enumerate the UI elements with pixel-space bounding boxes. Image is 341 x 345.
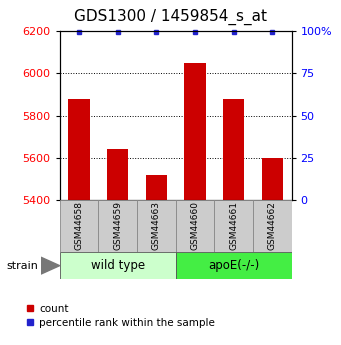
Legend: count, percentile rank within the sample: count, percentile rank within the sample: [26, 304, 215, 328]
Bar: [176, 252, 292, 279]
Bar: [184, 63, 206, 200]
Bar: [262, 158, 283, 200]
Bar: [223, 99, 244, 200]
Bar: [137, 200, 176, 252]
Bar: [176, 200, 214, 252]
Bar: [60, 200, 98, 252]
Bar: [107, 149, 128, 200]
Text: GSM44662: GSM44662: [268, 201, 277, 250]
Bar: [68, 99, 90, 200]
Text: wild type: wild type: [91, 259, 145, 272]
Bar: [214, 200, 253, 252]
Bar: [146, 175, 167, 200]
Text: apoE(-/-): apoE(-/-): [208, 259, 259, 272]
Text: GSM44661: GSM44661: [229, 201, 238, 250]
Bar: [253, 200, 292, 252]
Bar: [60, 252, 176, 279]
Text: strain: strain: [7, 261, 39, 270]
Text: GSM44659: GSM44659: [113, 201, 122, 250]
Text: GSM44663: GSM44663: [152, 201, 161, 250]
Text: GDS1300 / 1459854_s_at: GDS1300 / 1459854_s_at: [74, 9, 267, 25]
Text: GSM44658: GSM44658: [74, 201, 84, 250]
Bar: [98, 200, 137, 252]
Text: GSM44660: GSM44660: [190, 201, 199, 250]
Polygon shape: [41, 257, 60, 274]
